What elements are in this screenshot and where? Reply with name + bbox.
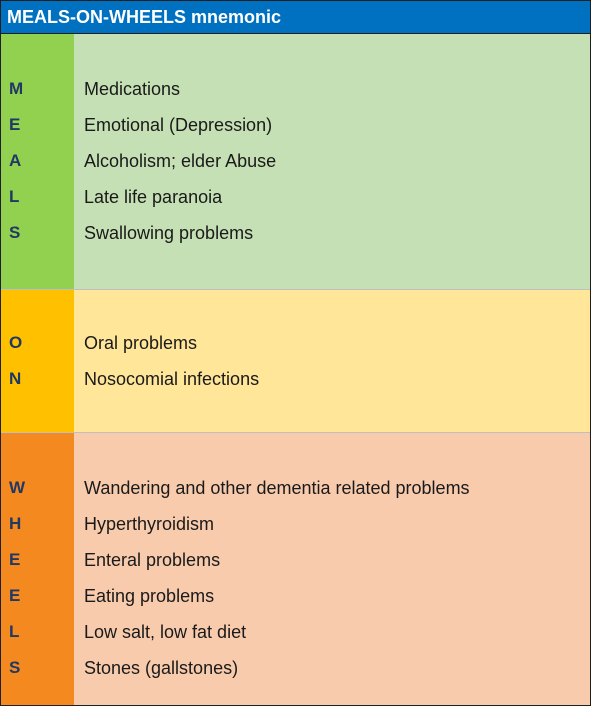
mnemonic-letter: E	[9, 115, 21, 134]
mnemonic-item: Stones (gallstones)	[84, 658, 239, 678]
on-text-column	[74, 290, 590, 432]
wheels-letter-column	[1, 433, 74, 705]
mnemonic-letter: S	[9, 658, 21, 677]
mnemonic-item: Hyperthyroidism	[84, 514, 215, 534]
mnemonic-item: Swallowing problems	[84, 223, 254, 243]
mnemonic-item: Late life paranoia	[84, 187, 223, 207]
list-item: O Oral problems	[1, 328, 590, 358]
table-header: MEALS-ON-WHEELS mnemonic	[1, 1, 590, 34]
list-item: E Emotional (Depression)	[1, 110, 590, 140]
mnemonic-letter: A	[9, 151, 22, 170]
mnemonic-item: Eating problems	[84, 586, 215, 606]
mnemonic-item: Nosocomial infections	[84, 369, 260, 389]
mnemonic-letter: N	[9, 369, 22, 388]
mnemonic-item: Low salt, low fat diet	[84, 622, 247, 642]
mnemonic-letter: E	[9, 550, 21, 569]
mnemonic-letter: S	[9, 223, 21, 242]
list-item: E Enteral problems	[1, 545, 590, 575]
mnemonic-item: Emotional (Depression)	[84, 115, 273, 135]
list-item: S Swallowing problems	[1, 218, 590, 248]
meals-section: M Medications E Emotional (Depression) A…	[1, 34, 590, 290]
mnemonic-item: Enteral problems	[84, 550, 221, 570]
wheels-section: W Wandering and other dementia related p…	[1, 433, 590, 705]
wheels-text-column	[74, 433, 590, 705]
mnemonic-letter: M	[9, 79, 24, 98]
mnemonic-letter: E	[9, 586, 21, 605]
table-title: MEALS-ON-WHEELS mnemonic	[7, 7, 282, 27]
list-item: M Medications	[1, 74, 590, 104]
mnemonic-item: Alcoholism; elder Abuse	[84, 151, 277, 171]
list-item: S Stones (gallstones)	[1, 653, 590, 683]
list-item: L Late life paranoia	[1, 182, 590, 212]
mnemonic-item: Medications	[84, 79, 181, 99]
list-item: H Hyperthyroidism	[1, 509, 590, 539]
mnemonic-letter: W	[9, 478, 26, 497]
meals-letter-column	[1, 34, 74, 289]
mnemonic-letter: O	[9, 333, 23, 352]
mnemonic-letter: L	[9, 622, 20, 641]
list-item: W Wandering and other dementia related p…	[1, 473, 590, 503]
mnemonic-item: Wandering and other dementia related pro…	[84, 478, 470, 498]
list-item: N Nosocomial infections	[1, 364, 590, 394]
on-section: O Oral problems N Nosocomial infections	[1, 290, 590, 433]
mnemonic-item: Oral problems	[84, 333, 198, 353]
meals-text-column	[74, 34, 590, 289]
on-letter-column	[1, 290, 74, 432]
list-item: E Eating problems	[1, 581, 590, 611]
mnemonic-letter: L	[9, 187, 20, 206]
list-item: A Alcoholism; elder Abuse	[1, 146, 590, 176]
mnemonic-letter: H	[9, 514, 22, 533]
list-item: L Low salt, low fat diet	[1, 617, 590, 647]
